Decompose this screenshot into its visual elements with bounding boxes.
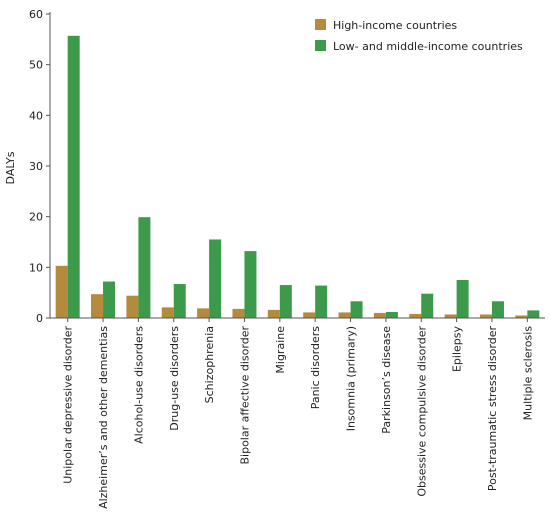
x-tick-label-1: Alzheimer’s and other dementias [97,326,110,509]
y-tick-label-10: 10 [29,261,43,274]
x-ticks-layer: Unipolar depressive disorder Alzheimer’s … [62,318,534,509]
bar-high-income-8 [338,312,351,318]
bar-low-middle-income-10 [421,293,434,318]
bar-high-income-7 [303,312,316,318]
legend-swatch-0 [315,19,326,30]
bar-low-middle-income-9 [385,311,398,318]
bar-low-middle-income-1 [103,281,116,318]
bar-low-middle-income-2 [138,217,151,318]
legend-label-0: High-income countries [333,19,457,32]
y-tick-label-20: 20 [29,211,43,224]
x-tick-label-11: Epilepsy [451,326,464,373]
y-axis-label: DALYs [4,151,17,184]
bar-low-middle-income-7 [315,285,328,318]
bar-low-middle-income-13 [527,310,540,318]
bar-high-income-13 [515,315,528,318]
x-tick-label-3: Drug-use disorders [168,326,181,431]
x-tick-label-6: Migraine [274,326,287,374]
bar-high-income-4 [197,308,210,318]
bar-low-middle-income-11 [456,280,469,318]
legend: High-income countries Low- and middle-inc… [315,19,523,53]
x-tick-label-8: Insomnia (primary) [345,326,358,431]
bar-low-middle-income-8 [350,301,363,318]
x-tick-label-4: Schizophrenia [203,326,216,403]
x-tick-label-2: Alcohol-use disorders [132,326,145,444]
bar-high-income-0 [55,265,68,318]
x-tick-label-12: Post-traumatic stress disorder [486,326,499,492]
legend-label-1: Low- and middle-income countries [333,40,523,53]
bar-high-income-3 [161,307,174,318]
x-tick-label-13: Multiple sclerosis [521,326,534,421]
bar-high-income-6 [267,309,280,318]
axes-layer [49,12,545,319]
x-tick-label-7: Panic disorders [309,326,322,410]
y-tick-label-60: 60 [29,8,43,21]
y-tick-label-50: 50 [29,59,43,72]
y-tick-label-40: 40 [29,109,43,122]
y-tick-label-0: 0 [36,312,43,325]
bar-high-income-12 [479,314,492,318]
bar-high-income-10 [409,313,422,318]
x-tick-label-5: Bipolar affective disorder [238,326,251,465]
bar-high-income-1 [91,294,104,318]
y-tick-label-30: 30 [29,160,43,173]
legend-swatch-1 [315,40,326,51]
bars-layer [55,35,540,318]
bar-high-income-2 [126,295,139,318]
bar-low-middle-income-6 [279,285,292,318]
bar-high-income-11 [444,314,457,318]
bar-low-middle-income-3 [173,284,186,318]
bar-high-income-5 [232,308,245,318]
bar-low-middle-income-4 [209,239,222,318]
bar-high-income-9 [373,312,386,318]
bar-low-middle-income-5 [244,251,257,318]
y-ticks-layer: 0 10 20 30 40 50 60 [29,8,50,325]
bar-low-middle-income-0 [67,35,80,318]
x-tick-label-9: Parkinson’s disease [380,326,393,434]
x-tick-label-10: Obsessive compulsive disorder [415,326,428,497]
x-tick-label-0: Unipolar depressive disorder [62,326,75,484]
bar-low-middle-income-12 [491,301,504,318]
